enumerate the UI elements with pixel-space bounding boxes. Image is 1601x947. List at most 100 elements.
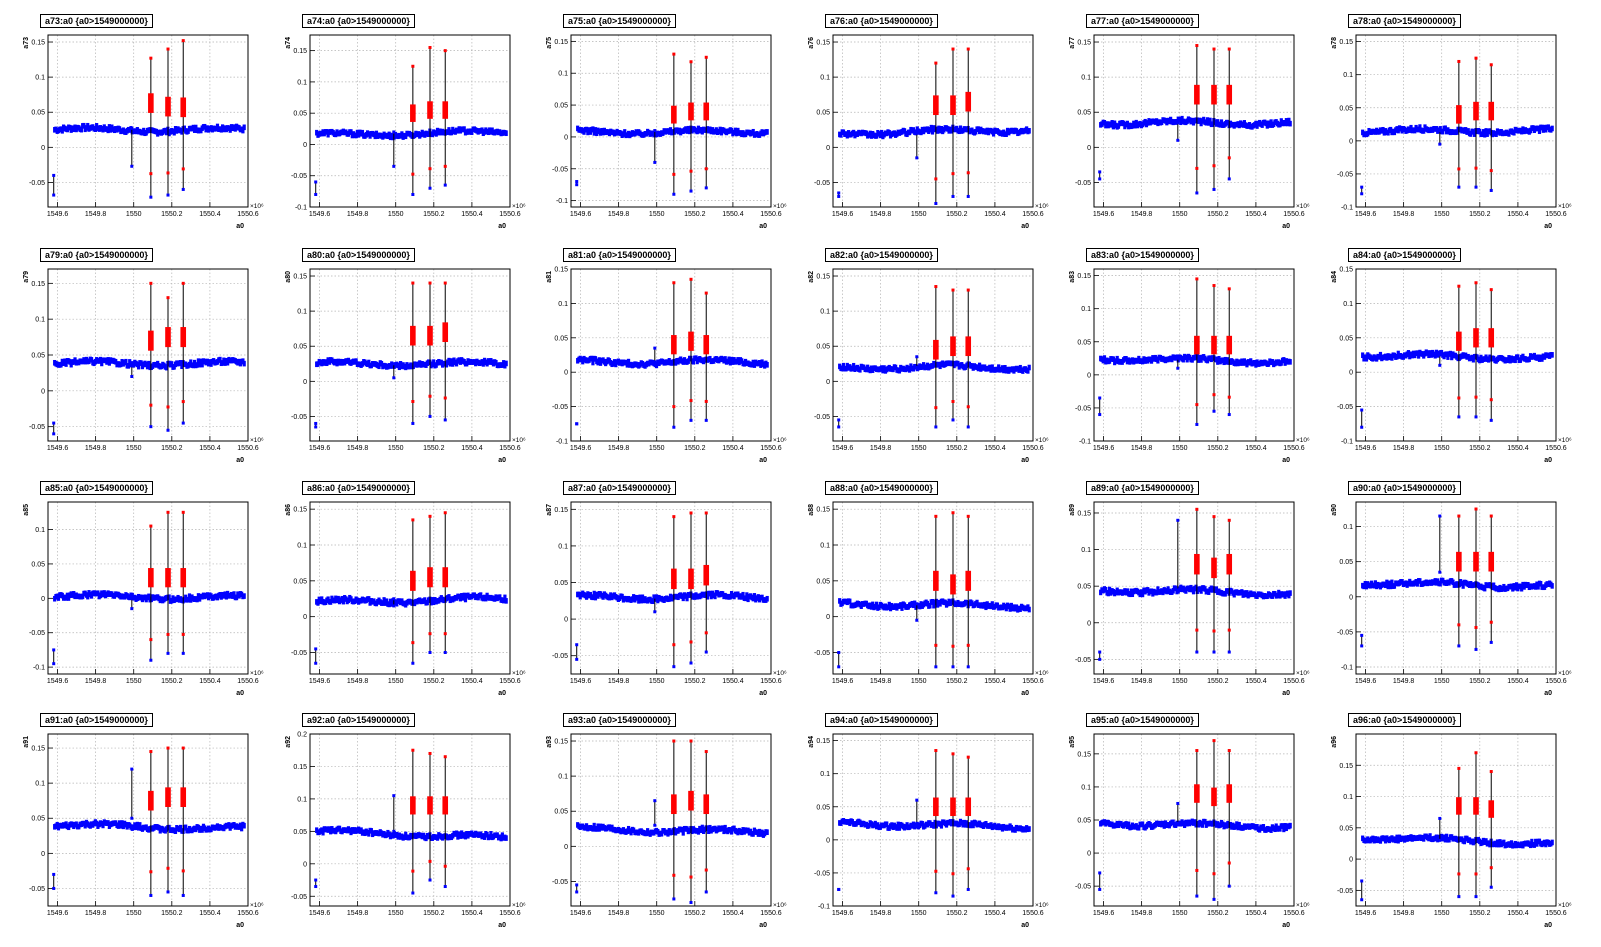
data-point bbox=[1141, 821, 1145, 828]
x-axis-multiplier: ×10⁶ bbox=[250, 203, 264, 210]
tick-label-x: 1550.4 bbox=[1507, 910, 1529, 917]
data-point bbox=[1133, 122, 1137, 129]
data-point bbox=[1162, 823, 1166, 829]
highlight-cluster bbox=[1488, 328, 1495, 348]
data-point bbox=[1211, 121, 1215, 127]
data-point bbox=[234, 594, 239, 601]
outlier-point bbox=[837, 665, 841, 669]
tick-label-x: 1549.8 bbox=[85, 910, 107, 917]
data-point bbox=[116, 823, 120, 829]
plot-area: 1549.6 1549.8 1550 1550.2 1550.4 1550.6 -0.05 0… bbox=[285, 732, 526, 930]
data-point bbox=[98, 356, 103, 363]
data-point bbox=[1511, 585, 1515, 592]
highlight-cap bbox=[428, 878, 432, 882]
plot-frame bbox=[47, 733, 249, 907]
outlier-point bbox=[52, 886, 56, 890]
outlier-point bbox=[52, 648, 56, 652]
data-point bbox=[1275, 592, 1280, 599]
data-point bbox=[722, 828, 726, 835]
outlier-point bbox=[130, 596, 134, 600]
highlight-cap bbox=[704, 418, 708, 422]
highlight-point bbox=[149, 870, 153, 874]
tick-label-y: -0.1 bbox=[1341, 205, 1353, 212]
tick-label-x: 1549.8 bbox=[608, 678, 630, 685]
outlier-point bbox=[314, 180, 318, 184]
highlight-cap bbox=[951, 511, 955, 515]
tick-label-x: 1549.6 bbox=[832, 445, 854, 452]
x-axis-label: a0 bbox=[759, 223, 767, 230]
data-point bbox=[1219, 119, 1224, 125]
data-point bbox=[435, 835, 440, 841]
data-point bbox=[451, 361, 455, 367]
tick-label-y: 0 bbox=[41, 388, 45, 395]
x-axis-label: a0 bbox=[498, 223, 506, 230]
data-point bbox=[1483, 131, 1487, 138]
plot-area: 1549.6 1549.8 1550 1550.2 1550.4 1550.6 -0.05 0… bbox=[546, 733, 787, 929]
x-axis-label: a0 bbox=[759, 457, 767, 464]
tick-label-y: 0.15 bbox=[554, 739, 568, 746]
highlight-point bbox=[934, 643, 938, 647]
outlier-point bbox=[1438, 129, 1442, 133]
data-point bbox=[1269, 119, 1273, 125]
x-axis-label: a0 bbox=[1544, 922, 1552, 929]
y-axis-label: a87 bbox=[546, 504, 553, 516]
data-point bbox=[632, 594, 636, 600]
data-point bbox=[367, 831, 371, 837]
data-point bbox=[591, 594, 595, 601]
tick-label-y: 0.1 bbox=[558, 71, 568, 78]
x-axis-label: a0 bbox=[1544, 223, 1552, 230]
tick-label-x: 1550 bbox=[126, 445, 142, 452]
tick-label-x: 1549.8 bbox=[870, 678, 892, 685]
tick-label-y: 0 bbox=[826, 614, 830, 621]
data-point bbox=[991, 130, 996, 137]
tick-label-y: 0.1 bbox=[1343, 524, 1353, 531]
chart-title: a88:a0 {a0>1549000000} bbox=[825, 481, 938, 495]
data-point bbox=[707, 828, 711, 834]
plot-area: 1549.6 1549.8 1550 1550.2 1550.4 1550.6 -0.1 -0… bbox=[1331, 501, 1572, 697]
outlier-point bbox=[314, 421, 318, 425]
data-point bbox=[1286, 120, 1290, 127]
data-point bbox=[1277, 589, 1281, 596]
data-point bbox=[1381, 126, 1385, 133]
data-point bbox=[723, 824, 727, 831]
highlight-point bbox=[1212, 393, 1216, 397]
tick-label-y: -0.1 bbox=[556, 198, 568, 205]
tick-label-y: 0.1 bbox=[558, 301, 568, 308]
tick-label-y: -0.05 bbox=[291, 414, 307, 421]
outlier-point bbox=[1438, 570, 1442, 574]
data-point bbox=[1385, 579, 1389, 586]
highlight-cap bbox=[1195, 507, 1199, 511]
data-point bbox=[852, 362, 856, 369]
outlier-point bbox=[915, 156, 919, 160]
highlight-cap bbox=[689, 900, 693, 904]
highlight-cap bbox=[1489, 514, 1493, 518]
highlight-cap bbox=[181, 746, 185, 750]
data-point bbox=[680, 826, 684, 833]
highlight-cap bbox=[689, 418, 693, 422]
data-point bbox=[651, 598, 655, 605]
highlight-cap bbox=[704, 55, 708, 59]
data-point bbox=[100, 360, 104, 367]
tick-label-y: -0.1 bbox=[818, 904, 830, 911]
data-point bbox=[381, 600, 385, 606]
data-point bbox=[387, 131, 391, 138]
outlier-point bbox=[392, 362, 396, 366]
outlier-point bbox=[130, 767, 134, 771]
highlight-cap bbox=[966, 194, 970, 198]
tick-label-x: 1549.8 bbox=[347, 910, 369, 917]
data-point bbox=[928, 602, 932, 609]
tick-label-y: 0.2 bbox=[297, 732, 307, 739]
data-point bbox=[449, 129, 454, 136]
highlight-cap bbox=[166, 47, 170, 51]
outlier-point bbox=[1176, 121, 1180, 125]
data-point bbox=[930, 128, 935, 135]
data-point bbox=[238, 822, 242, 829]
outlier-point bbox=[392, 604, 396, 608]
chart-title: a94:a0 {a0>1549000000} bbox=[825, 713, 938, 727]
data-point bbox=[1520, 585, 1524, 592]
outlier-point bbox=[1176, 588, 1180, 592]
highlight-point bbox=[1212, 872, 1216, 876]
tick-label-y: 0.15 bbox=[816, 738, 830, 745]
data-point bbox=[354, 358, 358, 364]
chart-title: a78:a0 {a0>1549000000} bbox=[1348, 14, 1461, 28]
